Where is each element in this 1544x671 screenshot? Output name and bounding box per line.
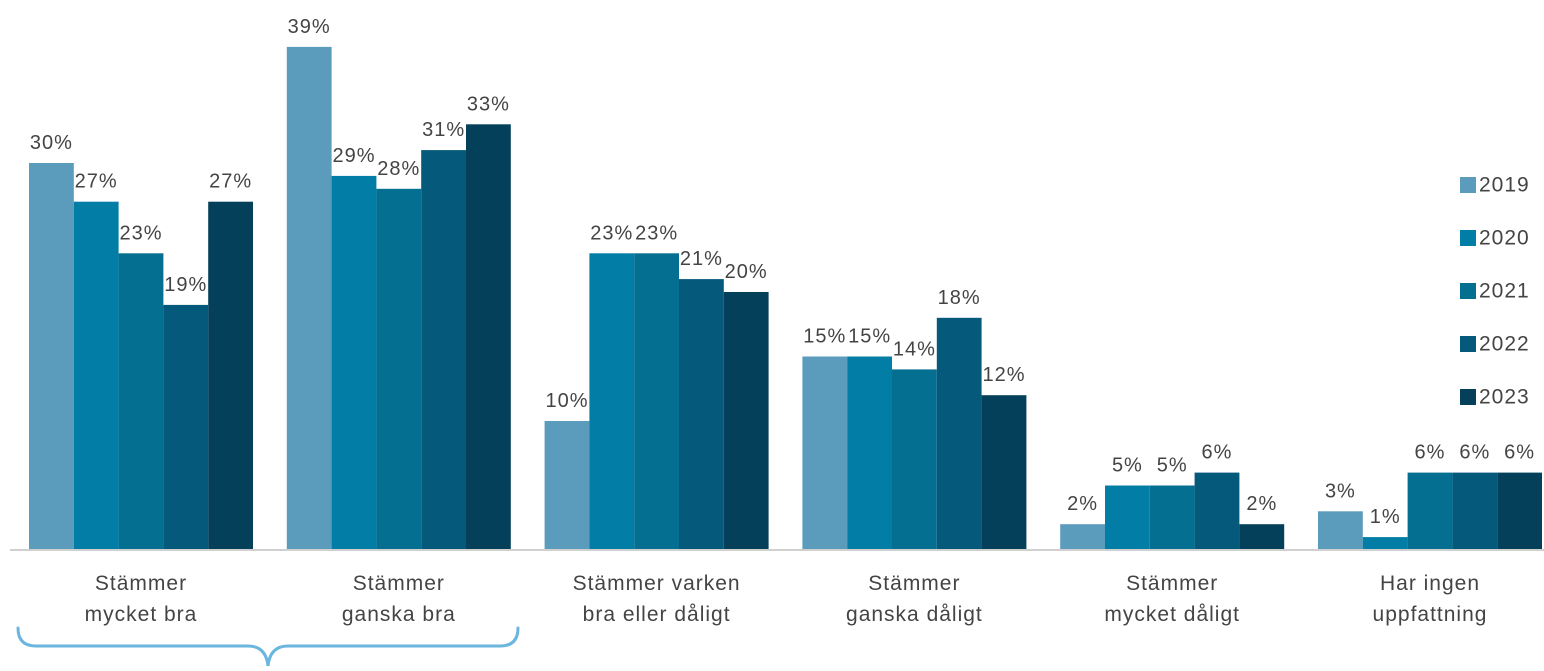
bar-2020-4 [847,356,892,550]
value-label-2019-2: 39% [288,16,331,38]
bar-2020-3 [589,253,635,551]
value-label-2021-4: 14% [893,338,936,360]
bar-2023-3 [723,292,769,550]
value-label-2023-1: 27% [209,171,252,193]
bar-2019-5 [1060,524,1105,550]
bar-2021-4 [892,369,937,550]
value-label-2020-3: 23% [590,222,633,244]
bar-2021-5 [1149,485,1195,550]
value-label-2022-5: 6% [1202,442,1233,464]
bar-2023-1 [208,201,253,550]
category-label-3-line-2: bra eller dåligt [583,603,731,626]
bar-2019-4 [802,356,848,550]
category-label-1-line-2: mycket bra [85,603,198,626]
bar-2020-2 [331,175,377,550]
value-label-2019-6: 3% [1325,480,1356,502]
value-label-2021-1: 23% [119,222,162,244]
legend-label-2019: 2019 [1479,174,1530,197]
category-label-1-line-1: Stämmer [95,572,187,595]
value-label-2023-2: 33% [467,93,510,115]
value-label-2023-3: 20% [725,261,768,283]
value-label-2019-4: 15% [803,326,846,348]
category-labels-layer: Stämmer mycket bra Stämmer ganska bra Stämme… [85,572,1488,626]
legend-swatch-2020 [1460,230,1476,246]
legend-label-2022: 2022 [1479,333,1530,356]
legend-swatch-2022 [1460,336,1476,352]
value-label-2022-3: 21% [680,248,723,270]
bar-2021-3 [634,253,679,551]
category-label-5-line-1: Stämmer [1126,572,1218,595]
bar-2022-3 [679,279,724,550]
bar-2023-6 [1497,472,1542,550]
bar-2020-6 [1362,537,1408,550]
bar-2021-2 [376,188,422,551]
value-label-2023-5: 2% [1246,493,1277,515]
bar-2023-4 [981,395,1027,550]
bar-2019-2 [286,46,332,551]
value-label-2020-2: 29% [332,145,375,167]
bar-2023-5 [1239,524,1285,550]
bar-2020-5 [1105,485,1150,550]
grouping-brace [16,626,520,667]
bar-2022-2 [421,150,466,550]
bar-2019-3 [544,421,590,550]
value-label-2020-5: 5% [1112,455,1143,477]
value-label-2021-5: 5% [1157,455,1188,477]
bar-2022-5 [1194,472,1240,550]
legend-swatch-2023 [1460,389,1476,405]
category-label-4-line-2: ganska dåligt [846,603,983,626]
value-label-2019-1: 30% [30,132,73,154]
value-label-2022-6: 6% [1459,442,1490,464]
category-label-2-line-1: Stämmer [353,572,445,595]
value-label-2023-6: 6% [1504,442,1535,464]
value-label-2020-6: 1% [1370,506,1401,528]
value-label-2021-2: 28% [377,158,420,180]
category-label-6-line-2: uppfattning [1373,603,1488,626]
legend: 2019 2020 2021 2022 2023 [1460,174,1530,409]
bar-2021-1 [118,253,164,551]
value-label-2022-2: 31% [422,119,465,141]
legend-swatch-2019 [1460,177,1476,193]
bar-2022-4 [936,317,982,550]
value-label-2022-4: 18% [938,287,981,309]
value-label-2021-6: 6% [1415,442,1446,464]
value-label-2022-1: 19% [164,274,207,296]
bars-layer [29,46,1542,551]
bar-2019-1 [29,163,74,550]
legend-swatch-2021 [1460,283,1476,299]
legend-label-2020: 2020 [1479,227,1530,250]
category-label-3-line-1: Stämmer varken [573,572,741,595]
legend-label-2023: 2023 [1479,386,1530,409]
value-label-2023-4: 12% [982,364,1025,386]
category-label-5-line-2: mycket dåligt [1104,603,1240,626]
value-label-2020-1: 27% [75,171,118,193]
value-labels-layer: 30%27%23%19%27%39%29%28%31%33%10%23% 23%2… [30,16,1535,528]
value-label-2019-3: 10% [545,390,588,412]
value-label-2020-4: 15% [848,326,891,348]
value-label-2019-5: 2% [1067,493,1098,515]
bar-2023-2 [466,124,511,551]
category-label-4-line-1: Stämmer [868,572,960,595]
value-label-2021-3: 23% [635,222,678,244]
legend-label-2021: 2021 [1479,280,1530,303]
bar-2022-6 [1452,472,1498,550]
bar-2020-1 [73,201,119,550]
category-label-6-line-1: Har ingen [1380,572,1480,595]
category-label-2-line-2: ganska bra [342,603,456,626]
bar-2019-6 [1318,511,1363,550]
bar-2022-1 [163,304,209,550]
bar-2021-6 [1407,472,1453,550]
